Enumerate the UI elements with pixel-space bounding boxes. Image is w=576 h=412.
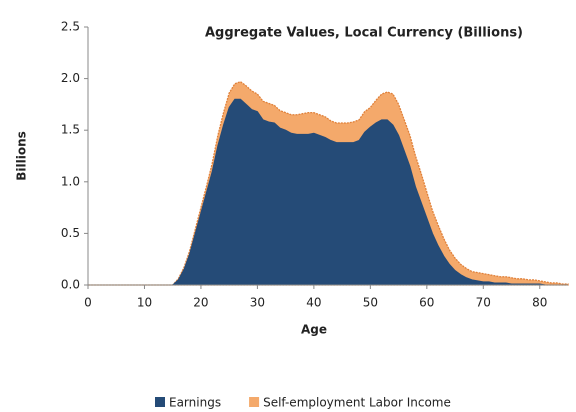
y-tick-label: 0.5 [61,226,80,240]
legend-swatch [249,397,260,407]
x-tick-label: 10 [137,296,152,310]
legend-label: Self-employment Labor Income [263,396,451,410]
y-tick-label: 1.5 [61,123,80,137]
x-tick-label: 50 [363,296,378,310]
x-tick-label: 20 [193,296,208,310]
chart-title: Aggregate Values, Local Currency (Billio… [205,26,523,41]
x-tick-label: 40 [306,296,321,310]
y-tick-label: 1.0 [61,174,80,188]
y-tick-label: 2.5 [61,20,80,34]
y-tick-label: 0.0 [61,278,80,292]
x-tick-label: 60 [419,296,434,310]
x-tick-label: 0 [84,296,92,310]
x-tick-label: 80 [532,296,547,310]
legend-swatch [155,397,165,407]
legend-label: Earnings [169,396,221,410]
x-tick-label: 70 [476,296,491,310]
y-axis-label: Billions [15,131,29,181]
area [88,98,568,286]
x-tick-label: 30 [250,296,265,310]
x-axis-label: Age [301,323,327,337]
y-tick-label: 2.0 [61,71,80,85]
